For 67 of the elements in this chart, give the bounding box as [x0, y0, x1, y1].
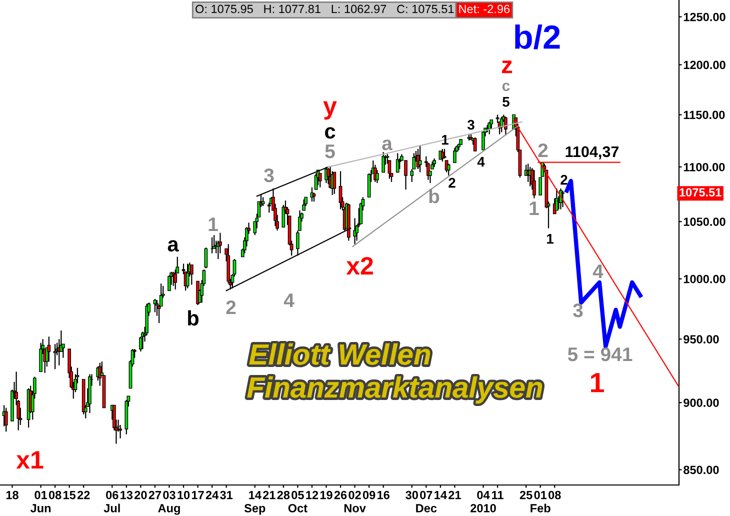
- x-tick-label: 15: [64, 490, 76, 500]
- annotation: 1: [530, 202, 539, 216]
- y-tick-label: 1100.00: [684, 162, 725, 172]
- annotation: c: [502, 82, 510, 92]
- y-tick-label: 900.00: [684, 398, 719, 407]
- annotation: 3: [264, 168, 274, 182]
- x-tick-label: 19: [320, 490, 332, 500]
- annotation: 4: [284, 294, 294, 308]
- y-tick-label: 950.00: [684, 335, 719, 344]
- annotation: 3: [467, 120, 474, 130]
- y-tick-label: 850.00: [684, 466, 719, 474]
- annotation: 1: [442, 135, 448, 145]
- x-tick-label: 09: [362, 490, 376, 500]
- annotation: 5: [502, 97, 510, 107]
- x-tick-label: 17: [192, 490, 204, 500]
- y-tick-label: 1150.00: [684, 110, 725, 120]
- y-tick-label: 1050.00: [684, 218, 726, 226]
- x-tick-label: 10: [178, 490, 190, 500]
- annotation: c: [325, 127, 336, 139]
- annotation: b/2: [515, 24, 560, 50]
- x-tick-label: 24: [206, 490, 219, 500]
- x-tick-label: 21: [448, 490, 461, 500]
- annotation: 1: [591, 373, 604, 392]
- x-tick-label: 06 Jul: [104, 490, 120, 512]
- x-tick-label: 13: [120, 490, 133, 500]
- x-tick-label: 16: [378, 490, 390, 500]
- x-tick-label: 14: [434, 490, 447, 500]
- annotation: 3: [573, 303, 583, 318]
- annotation: x1: [16, 451, 44, 468]
- y-tick-label: 1200.00: [684, 60, 726, 70]
- x-tick-label: 25: [520, 490, 532, 500]
- annotation: 4: [477, 157, 485, 167]
- x-tick-label: 12: [306, 490, 318, 500]
- annotation: 2: [448, 178, 456, 188]
- x-tick-label: 28: [277, 490, 290, 500]
- chart-title: O: 1075.95 H: 1077.81 L: 1062.97 C: 1075.51: [196, 4, 454, 14]
- annotation: 1104,37: [566, 146, 619, 160]
- annotation: 1: [547, 234, 554, 244]
- annotation: 1: [208, 218, 218, 232]
- annotation: x2: [346, 257, 373, 274]
- annotation: y: [323, 101, 337, 120]
- x-tick-label: 21: [263, 490, 276, 500]
- x-tick-label: 11: [492, 490, 504, 500]
- annotation: b: [188, 310, 199, 326]
- annotation: b: [429, 188, 440, 204]
- annotation: 2: [538, 143, 548, 158]
- annotation: 5 = 941: [568, 347, 632, 362]
- x-tick-label: 31: [220, 490, 233, 500]
- annotation: a: [168, 240, 179, 252]
- annotation: Elliott Wellen: [249, 343, 430, 365]
- y-tick-label: 1250.00: [684, 12, 726, 22]
- x-tick-label: 08: [48, 490, 62, 500]
- x-tick-label: 30: [406, 490, 418, 500]
- x-tick-label: 08: [548, 490, 561, 500]
- annotation: 4: [592, 264, 604, 278]
- x-tick-label: 20: [134, 490, 147, 500]
- annotation: 2: [226, 300, 236, 314]
- x-tick-label: 22: [77, 490, 90, 500]
- annotation: 5: [325, 144, 335, 158]
- x-tick-label: 18: [6, 490, 18, 500]
- annotation: 2: [560, 174, 568, 185]
- annotation: z: [502, 60, 512, 74]
- annotation: Net: -2.96: [459, 4, 510, 14]
- annotation: a: [382, 140, 393, 150]
- y-tick-label: 1000.00: [684, 274, 726, 284]
- annotation: Finanzmarktanalysen: [247, 376, 542, 404]
- text: 1075.51: [680, 188, 722, 197]
